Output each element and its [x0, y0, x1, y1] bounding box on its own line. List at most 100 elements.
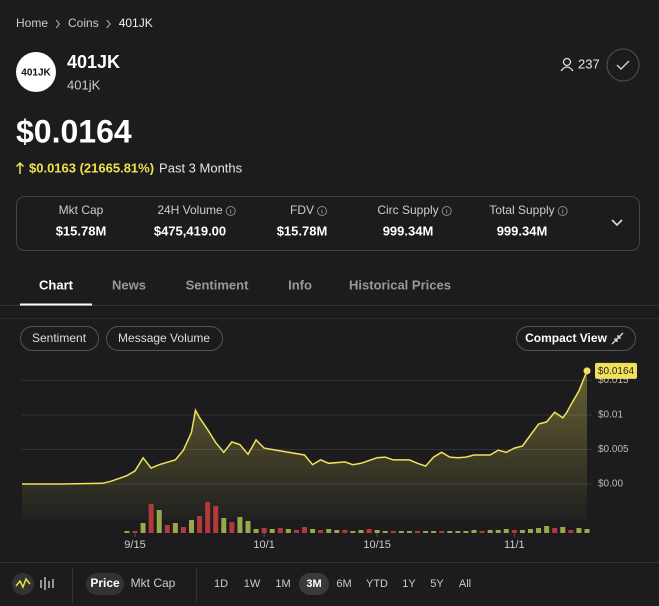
info-icon — [557, 206, 568, 216]
watchers-icon — [560, 57, 574, 72]
tab[interactable]: Historical Prices — [349, 277, 451, 292]
volume-bar — [164, 525, 170, 533]
stat-label: FDV — [290, 203, 314, 217]
range-option[interactable]: 3M — [306, 578, 321, 590]
change-period: Past 3 Months — [159, 160, 243, 175]
tab[interactable]: News — [112, 277, 146, 292]
line-mode-bg[interactable] — [12, 573, 34, 595]
coin-logo — [16, 52, 56, 92]
stats-box — [16, 196, 640, 251]
coin-name: 401JK — [67, 52, 120, 72]
volume-bar — [374, 530, 380, 533]
volume-bar — [544, 526, 550, 533]
x-tick-label: 10/15 — [363, 539, 391, 551]
volume-bar — [576, 528, 582, 533]
tab[interactable]: Info — [288, 277, 312, 292]
price-area — [22, 370, 587, 520]
volume-bar — [528, 529, 533, 533]
range-option[interactable]: 5Y — [430, 578, 444, 590]
breadcrumb-item[interactable]: Home — [16, 16, 48, 30]
last-label-bg — [595, 362, 637, 379]
volume-bar — [334, 530, 340, 533]
volume-bar — [245, 521, 251, 533]
last-label: $0.0164 — [598, 366, 635, 377]
candle-mode-icon[interactable] — [40, 577, 54, 590]
x-tick-label: 9/15 — [124, 539, 145, 551]
stat-value: $15.78M — [56, 223, 107, 238]
coin-logo-text: 401JK — [21, 68, 51, 79]
volume-bar — [398, 531, 404, 533]
volume-bar — [366, 529, 372, 533]
price: $0.0164 — [16, 113, 132, 149]
chart-mode[interactable]: Price — [90, 576, 120, 590]
volume-bar — [197, 516, 203, 533]
last-point — [583, 367, 591, 375]
y-tick-label: $0.015 — [598, 375, 629, 386]
volume-bar — [431, 531, 437, 533]
volume-bar — [479, 531, 485, 533]
volume-bar — [124, 531, 130, 533]
tab[interactable]: Chart — [39, 277, 74, 292]
range-option[interactable]: 6M — [336, 578, 351, 590]
volume-bar — [439, 531, 445, 533]
volume-bar — [261, 528, 267, 533]
y-tick-label: $0.00 — [598, 479, 623, 490]
chart-mode[interactable]: Mkt Cap — [131, 576, 176, 590]
volume-bar — [463, 531, 469, 533]
x-tick-label: 10/1 — [253, 539, 274, 551]
volume-bar — [205, 502, 211, 533]
volume-bar — [277, 528, 283, 533]
volume-bar — [342, 530, 348, 533]
watch-button[interactable] — [606, 48, 640, 82]
compact-view-label: Compact View — [525, 331, 607, 345]
volume-bar — [552, 528, 558, 533]
stat-label: 24H Volume — [157, 203, 223, 217]
volume-bar — [358, 530, 364, 533]
range-option[interactable]: YTD — [366, 578, 388, 590]
volume-bar — [390, 531, 396, 533]
volume-bar — [180, 527, 186, 533]
info-icon — [317, 206, 327, 216]
volume-bar — [237, 517, 243, 533]
range-option[interactable]: 1W — [244, 578, 261, 590]
volume-bar — [487, 530, 493, 533]
stat-label: Total Supply — [489, 203, 554, 217]
chart-toggle[interactable] — [20, 326, 100, 351]
volume-bar — [253, 529, 259, 533]
volume-bar — [221, 518, 227, 533]
chart-toggle-label: Sentiment — [32, 331, 87, 345]
volume-bar — [447, 531, 453, 533]
breadcrumb-item[interactable]: Coins — [68, 16, 99, 30]
stat-value: 999.34M — [383, 223, 434, 238]
volume-bar — [293, 530, 299, 533]
volume-bar — [148, 504, 154, 533]
volume-bar — [471, 530, 477, 533]
breadcrumb-sep — [106, 19, 111, 29]
range-option[interactable]: 1Y — [402, 578, 416, 590]
volume-bar — [382, 531, 388, 533]
range-option[interactable]: All — [459, 578, 471, 590]
chart-toggle[interactable] — [106, 326, 224, 351]
volume-bar — [584, 529, 590, 533]
range-option[interactable]: 1M — [275, 578, 290, 590]
volume-bar — [302, 527, 307, 533]
range-option[interactable]: 1D — [214, 578, 228, 590]
volume-bar — [213, 506, 219, 533]
volume-bar — [285, 529, 291, 533]
coin-symbol: 401jK — [67, 77, 101, 92]
stats-expand[interactable] — [611, 219, 623, 227]
tab[interactable]: Sentiment — [186, 277, 250, 292]
volume-bar — [156, 510, 162, 533]
volume-bar — [132, 531, 138, 533]
stat-value: $475,419.00 — [154, 223, 226, 238]
volume-bar — [511, 530, 517, 533]
compact-view-button[interactable]: Compact View — [516, 326, 636, 351]
volume-bar — [423, 531, 429, 533]
line-mode-icon — [15, 577, 31, 589]
info-icon — [225, 206, 236, 216]
volume-bar — [350, 531, 356, 533]
watchers-count: 237 — [578, 56, 600, 71]
volume-bar — [455, 531, 461, 533]
volume-bar — [519, 530, 525, 533]
breadcrumb-item: 401JK — [119, 16, 153, 30]
